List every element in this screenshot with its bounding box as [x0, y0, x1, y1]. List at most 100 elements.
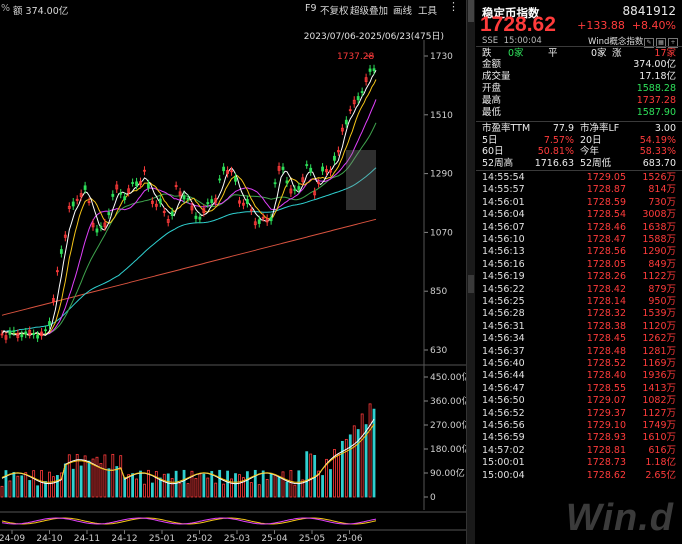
candle-body — [186, 198, 190, 200]
candle-body — [325, 169, 328, 173]
volume-bar — [265, 479, 269, 498]
toolbar-volume: 额 374.00亿 — [13, 6, 69, 17]
macd-line — [1, 517, 377, 525]
tick-row: 14:56:25 1728.14 950万 — [482, 296, 676, 307]
price-change: +133.88 +8.40% — [577, 19, 676, 32]
volume-bar — [28, 480, 32, 498]
candle-body — [238, 200, 241, 204]
candle-body — [44, 329, 47, 332]
candle-body — [63, 234, 67, 238]
tick-row: 14:56:19 1728.26 1122万 — [482, 271, 676, 283]
volume-bar — [198, 473, 202, 498]
menu-dots-icon[interactable]: ⋮ — [448, 0, 459, 13]
volume-bar — [143, 483, 146, 498]
price-axis-label: 630 — [430, 346, 447, 356]
tools-button[interactable]: 工具 — [418, 6, 438, 17]
tick-row: 14:56:04 1728.54 3008万 — [482, 209, 676, 221]
volume-bar — [226, 470, 229, 498]
candle-body — [119, 192, 123, 195]
tick-row: 14:56:34 1728.45 1262万 — [482, 333, 676, 345]
ma5-line — [1, 69, 377, 336]
volume-bar — [123, 477, 127, 498]
candle-body — [277, 166, 281, 171]
candle-body — [317, 182, 321, 185]
panel-icons: ✎ ▦ + — [642, 36, 678, 48]
wind-category[interactable]: Wind概念指数 — [588, 37, 644, 47]
volume-bar — [139, 470, 142, 498]
candle-body — [56, 270, 59, 273]
draw-line-button[interactable]: 画线 — [393, 6, 413, 17]
candle-body — [170, 211, 174, 216]
volume-bar — [99, 463, 103, 498]
volume-bar — [36, 485, 40, 498]
volume-bar — [329, 469, 332, 498]
candle-body — [4, 335, 8, 340]
toolbar-pct: % — [1, 3, 11, 14]
candle-body — [202, 208, 206, 214]
volume-bar — [166, 473, 170, 498]
f9-button[interactable]: F9 — [305, 3, 317, 14]
volume-bar — [238, 474, 241, 498]
volume-bar — [147, 469, 150, 498]
candle-body — [206, 202, 210, 205]
volume-bar — [321, 475, 324, 498]
volume-bar — [206, 477, 210, 498]
stat-row: 最低 1587.90 — [482, 107, 676, 118]
tick-row: 14:56:28 1728.32 1539万 — [482, 308, 676, 320]
candle-body — [368, 68, 372, 72]
kline-chart[interactable]: 1730 1510 1290 1070 850 630 450.00亿 360.00亿 270.… — [0, 0, 466, 544]
candle-body — [24, 331, 28, 335]
candle-body — [190, 205, 194, 211]
edit-icon[interactable]: ✎ — [644, 38, 654, 48]
tick-row: 14:56:40 1728.52 1169万 — [482, 358, 676, 369]
candle-body — [150, 200, 154, 204]
candle-body — [340, 127, 344, 132]
candle-body — [71, 201, 75, 207]
candle-body — [348, 109, 352, 112]
candle-body — [218, 178, 222, 181]
collapse-handle[interactable] — [468, 275, 474, 293]
candle-body — [16, 333, 20, 338]
scrollbar[interactable] — [466, 0, 475, 544]
candle-body — [245, 199, 249, 204]
candle-body — [143, 169, 146, 172]
tick-row: 14:56:07 1728.46 1638万 — [482, 221, 676, 233]
volume-bar — [301, 479, 305, 498]
candle-body — [364, 77, 368, 82]
scroll-knob[interactable] — [468, 0, 474, 22]
tick-row: 14:56:52 1729.37 1127万 — [482, 407, 676, 419]
candle-body — [356, 96, 360, 101]
candle-body — [289, 188, 293, 194]
volume-bar — [194, 478, 198, 498]
volume-bar — [40, 470, 43, 498]
volume-bar — [135, 478, 138, 498]
candle-body — [103, 222, 107, 228]
expand-icon[interactable]: + — [668, 38, 678, 48]
candle-body — [174, 185, 178, 187]
candle-body — [309, 167, 313, 173]
candle-body — [166, 219, 170, 223]
stat-row: 开盘 1588.28 — [482, 83, 676, 94]
candle-body — [301, 177, 305, 182]
candle-body — [333, 155, 336, 161]
volume-axis-label: 270.00亿 — [430, 419, 466, 431]
chart-area[interactable]: 1730 1510 1290 1070 850 630 450.00亿 360.00亿 270.… — [0, 0, 466, 544]
candle-body — [261, 216, 265, 219]
x-axis-label: 24-11 — [74, 534, 100, 544]
overlay-button[interactable]: 超级叠加 — [350, 6, 389, 17]
volume-bar — [52, 476, 55, 498]
candle-body — [40, 331, 43, 337]
no-adjust-button[interactable]: 不复权 — [320, 6, 349, 17]
tick-row: 14:56:13 1728.56 1290万 — [482, 246, 676, 258]
ma60-line — [1, 167, 377, 334]
grid-icon[interactable]: ▦ — [656, 38, 666, 48]
volume-bar — [190, 470, 194, 498]
tick-row: 14:56:59 1728.93 1610万 — [482, 432, 676, 444]
volume-bar — [4, 470, 8, 498]
candle-body — [285, 180, 289, 184]
candle-body — [139, 181, 142, 186]
ma120-line — [1, 122, 377, 335]
ma20-line — [1, 99, 377, 335]
volume-bar — [222, 483, 226, 498]
wind-watermark: Win.d — [565, 497, 674, 539]
